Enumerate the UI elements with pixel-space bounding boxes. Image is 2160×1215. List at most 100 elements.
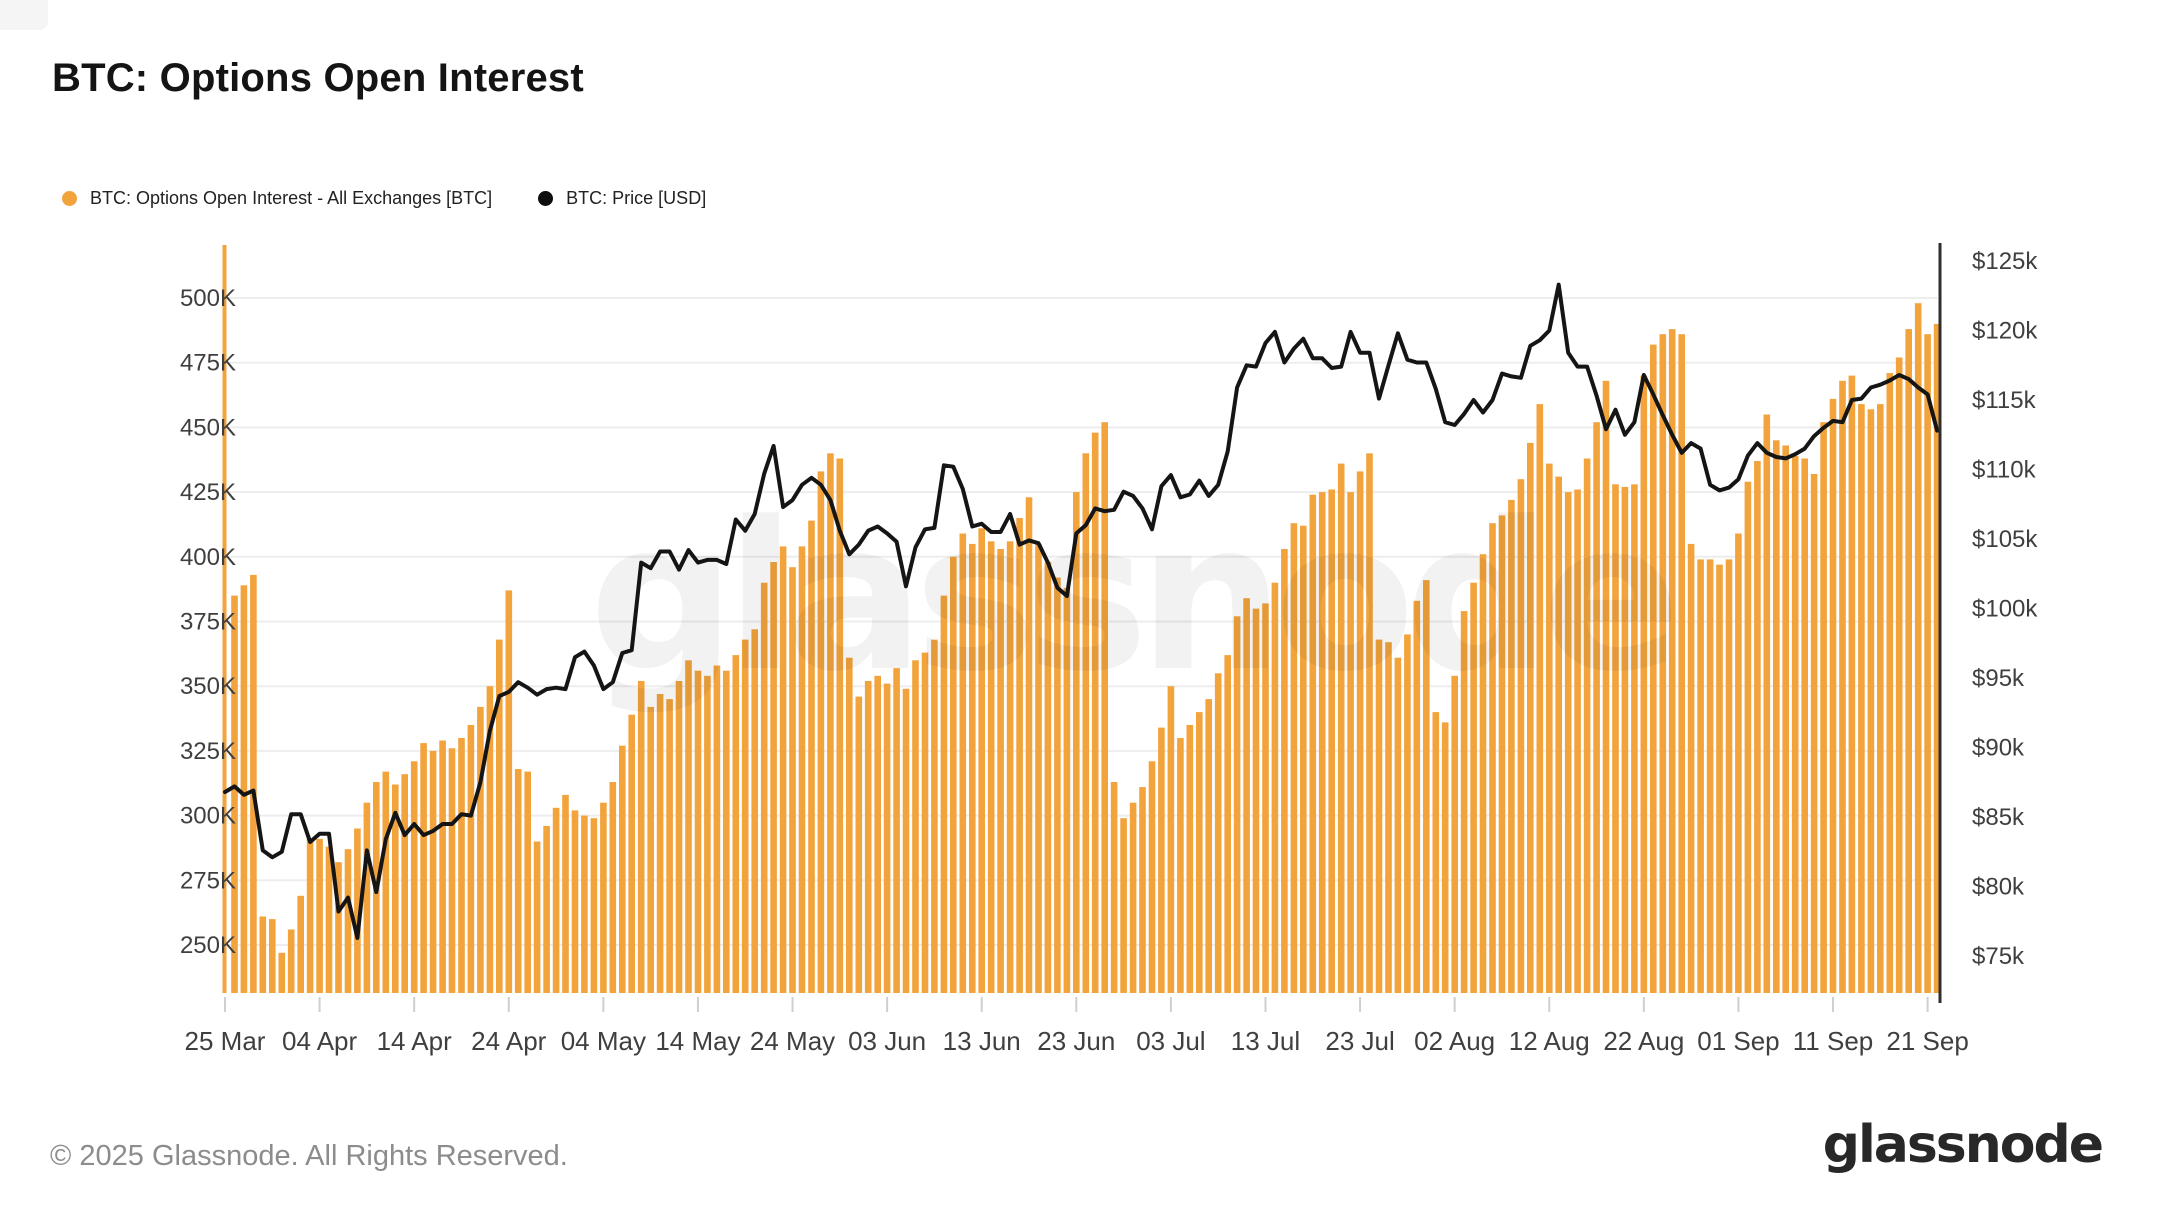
oi-bar[interactable]: [1829, 398, 1837, 993]
oi-bar[interactable]: [590, 818, 598, 993]
oi-bar[interactable]: [1091, 432, 1099, 994]
oi-bar[interactable]: [1773, 440, 1780, 993]
oi-bar[interactable]: [458, 738, 465, 993]
oi-bar[interactable]: [1300, 525, 1307, 993]
oi-bar[interactable]: [751, 629, 758, 993]
oi-bar[interactable]: [1508, 499, 1515, 993]
oi-bar[interactable]: [666, 699, 673, 993]
oi-bar[interactable]: [1678, 334, 1685, 993]
oi-bar[interactable]: [1035, 543, 1042, 993]
oi-bar[interactable]: [496, 639, 503, 993]
oi-bar[interactable]: [571, 810, 579, 993]
oi-bar[interactable]: [1631, 484, 1638, 993]
oi-bar[interactable]: [1337, 463, 1345, 994]
oi-bar[interactable]: [306, 838, 314, 993]
oi-bar[interactable]: [514, 769, 522, 993]
oi-bar[interactable]: [959, 533, 967, 994]
oi-bar[interactable]: [231, 595, 238, 993]
oi-bar[interactable]: [448, 748, 456, 993]
oi-bar[interactable]: [1716, 564, 1723, 993]
oi-bar[interactable]: [1375, 639, 1383, 993]
oi-bar[interactable]: [1650, 344, 1657, 994]
oi-bar[interactable]: [250, 574, 257, 993]
oi-bar[interactable]: [694, 670, 702, 993]
oi-bar[interactable]: [1782, 445, 1789, 994]
oi-bar[interactable]: [259, 916, 267, 994]
oi-bar[interactable]: [1820, 422, 1827, 993]
oi-bar[interactable]: [1404, 634, 1411, 993]
oi-bar[interactable]: [1839, 380, 1846, 993]
oi-bar[interactable]: [581, 815, 588, 993]
oi-bar[interactable]: [297, 895, 304, 993]
oi-bar[interactable]: [1044, 562, 1052, 993]
oi-bar[interactable]: [562, 794, 569, 993]
oi-bar[interactable]: [1101, 422, 1108, 993]
oi-bar[interactable]: [685, 660, 692, 993]
oi-bar[interactable]: [874, 675, 881, 993]
oi-bar[interactable]: [1196, 712, 1203, 993]
oi-bar[interactable]: [997, 549, 1004, 993]
oi-bar[interactable]: [1498, 515, 1506, 993]
oi-bar[interactable]: [477, 706, 484, 993]
oi-bar[interactable]: [392, 784, 399, 994]
oi-bar[interactable]: [1877, 404, 1884, 994]
oi-bar[interactable]: [1309, 494, 1317, 993]
oi-bar[interactable]: [344, 849, 352, 993]
oi-bar[interactable]: [1148, 761, 1156, 993]
oi-bar[interactable]: [619, 745, 626, 993]
oi-bar[interactable]: [637, 681, 645, 993]
oi-bar[interactable]: [486, 686, 494, 993]
oi-bar[interactable]: [609, 782, 617, 993]
oi-bar[interactable]: [1167, 686, 1175, 993]
oi-bar[interactable]: [1867, 409, 1875, 993]
oi-bar[interactable]: [1536, 404, 1544, 994]
oi-bar[interactable]: [1602, 380, 1610, 993]
oi-bar[interactable]: [533, 841, 541, 994]
oi-bar[interactable]: [1054, 577, 1061, 994]
oi-bar[interactable]: [940, 595, 948, 993]
oi-bar[interactable]: [1158, 727, 1165, 993]
oi-bar[interactable]: [1423, 580, 1430, 993]
oi-bar[interactable]: [1347, 492, 1354, 993]
oi-bar[interactable]: [846, 657, 853, 993]
oi-bar[interactable]: [1110, 782, 1118, 993]
oi-bar[interactable]: [931, 639, 938, 993]
oi-bar[interactable]: [1555, 476, 1562, 994]
oi-bar[interactable]: [552, 807, 560, 993]
oi-bar[interactable]: [439, 740, 446, 994]
oi-bar[interactable]: [401, 774, 408, 993]
oi-bar[interactable]: [1186, 725, 1194, 993]
oi-bar[interactable]: [1479, 554, 1487, 993]
oi-bar[interactable]: [912, 660, 919, 993]
oi-bar[interactable]: [1394, 657, 1402, 993]
oi-bar[interactable]: [1460, 611, 1468, 993]
oi-bar[interactable]: [1933, 323, 1940, 993]
oi-bar[interactable]: [921, 652, 929, 993]
oi-bar[interactable]: [1271, 582, 1279, 993]
oi-bar[interactable]: [222, 245, 227, 993]
oi-bar[interactable]: [1848, 375, 1856, 994]
oi-bar[interactable]: [656, 694, 664, 993]
oi-bar[interactable]: [1621, 486, 1629, 993]
oi-bar[interactable]: [543, 826, 550, 993]
oi-bar[interactable]: [1252, 608, 1260, 993]
price-line-path[interactable]: [223, 282, 1940, 940]
oi-bar[interactable]: [1905, 329, 1912, 994]
oi-bar[interactable]: [467, 725, 475, 993]
oi-bar[interactable]: [893, 668, 900, 993]
oi-bar[interactable]: [1082, 453, 1090, 993]
oi-bar[interactable]: [1281, 549, 1288, 993]
oi-bar[interactable]: [1744, 481, 1752, 993]
oi-bar[interactable]: [1763, 414, 1771, 994]
oi-bar[interactable]: [1129, 802, 1137, 993]
oi-bar[interactable]: [1754, 461, 1761, 993]
oi-bar[interactable]: [1139, 787, 1146, 993]
oi-bar[interactable]: [1574, 489, 1581, 994]
oi-bar[interactable]: [827, 453, 834, 993]
oi-bar[interactable]: [1470, 582, 1477, 993]
oi-bar[interactable]: [1564, 492, 1572, 993]
oi-bar[interactable]: [704, 675, 711, 993]
oi-bar[interactable]: [382, 771, 390, 993]
oi-bar[interactable]: [1451, 675, 1458, 993]
